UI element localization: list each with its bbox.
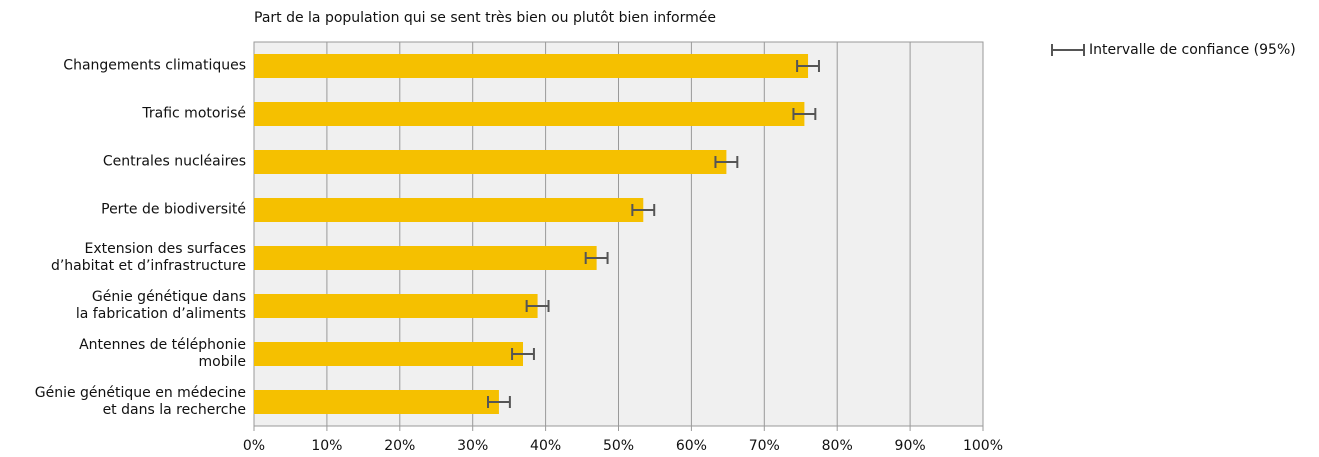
error-bar — [792, 108, 817, 120]
x-tick-label: 100% — [963, 438, 1003, 454]
y-tick-label: Génie génétique dans la fabrication d’al… — [75, 289, 246, 322]
error-bar — [511, 348, 535, 360]
error-bar — [525, 300, 550, 312]
x-tick-label: 20% — [384, 438, 415, 454]
bar — [254, 54, 809, 78]
x-tick-label: 10% — [311, 438, 342, 454]
error-bar — [796, 60, 820, 72]
y-tick-label: Antennes de téléphonie mobile — [79, 337, 246, 370]
x-tick-label: 90% — [895, 438, 926, 454]
chart-title: Part de la population qui se sent très b… — [254, 10, 716, 26]
bar — [254, 390, 499, 414]
y-tick-label: Extension des surfaces d’habitat et d’in… — [50, 241, 246, 274]
x-tick-label: 40% — [530, 438, 561, 454]
bar — [254, 342, 524, 366]
bar — [254, 150, 727, 174]
bar — [254, 246, 597, 270]
x-tick-label: 70% — [749, 438, 780, 454]
legend-label: Intervalle de confiance (95%) — [1089, 42, 1296, 58]
error-bar — [584, 252, 609, 264]
x-tick-label: 30% — [457, 438, 488, 454]
y-tick-label: Changements climatiques — [63, 57, 246, 74]
x-tick-label: 50% — [603, 438, 634, 454]
bar — [254, 198, 644, 222]
y-tick-label: Génie génétique en médecine et dans la r… — [34, 385, 246, 418]
bar — [254, 294, 538, 318]
y-tick-label: Trafic motorisé — [142, 105, 246, 122]
error-bar — [487, 396, 511, 408]
bar — [254, 102, 805, 126]
y-tick-label: Perte de biodiversité — [101, 201, 246, 218]
y-tick-label: Centrales nucléaires — [102, 153, 246, 170]
x-tick-label: 0% — [243, 438, 265, 454]
error-bar — [631, 204, 656, 216]
legend: Intervalle de confiance (95%) — [1051, 42, 1296, 58]
error-bar — [714, 156, 739, 168]
x-tick-label: 60% — [676, 438, 707, 454]
x-tick-label: 80% — [822, 438, 853, 454]
